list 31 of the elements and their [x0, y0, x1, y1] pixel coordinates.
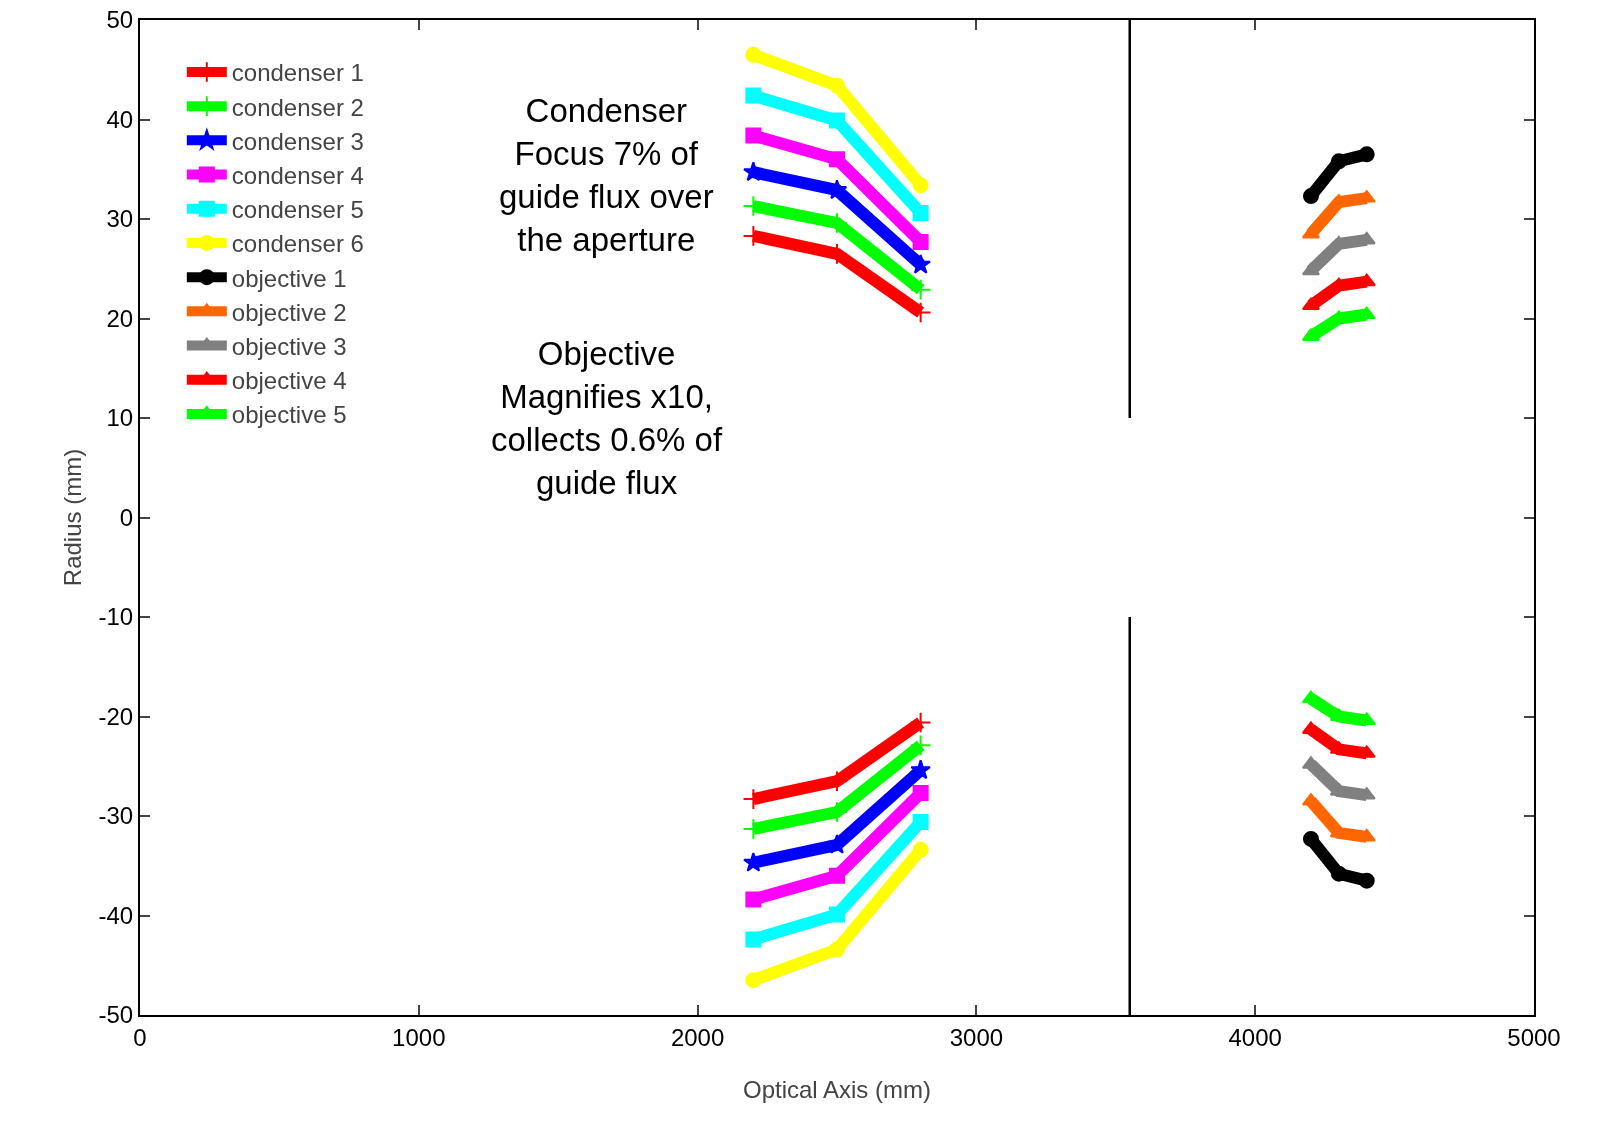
legend-label: objective 2 — [231, 298, 347, 326]
x-tick-label: 1000 — [392, 1023, 446, 1051]
y-tick-label: -50 — [98, 1001, 134, 1029]
y-axis-title: Radius (mm) — [59, 448, 86, 587]
legend-label: condenser 6 — [231, 230, 364, 258]
annotation: Objective Magnifies x10, collects 0.6% of guide flux — [491, 335, 723, 501]
y-tick-label: 50 — [106, 6, 134, 34]
legend-label: objective 3 — [231, 332, 347, 360]
legend-label: objective 1 — [231, 264, 347, 292]
y-tick-label: -30 — [98, 802, 134, 830]
x-tick-label: 2000 — [670, 1023, 725, 1051]
y-tick-label: 30 — [106, 205, 134, 233]
y-tick-label: 20 — [106, 304, 134, 332]
legend-label: condenser 5 — [231, 196, 364, 224]
x-tick-label: 3000 — [949, 1023, 1004, 1051]
legend-label: condenser 1 — [231, 59, 364, 87]
y-tick-label: -20 — [98, 702, 134, 730]
y-tick-label: 10 — [106, 404, 134, 432]
annotation: Condenser Focus 7% of guide flux over the aperture — [499, 92, 714, 258]
legend-label: condenser 4 — [231, 161, 364, 189]
y-tick-label: 0 — [119, 503, 134, 531]
legend-label: objective 4 — [231, 367, 347, 395]
x-tick-label: 4000 — [1228, 1023, 1282, 1051]
legend-label: condenser 3 — [231, 127, 364, 155]
y-tick-label: -40 — [98, 901, 134, 929]
y-tick-label: -10 — [98, 603, 134, 631]
legend-label: condenser 2 — [231, 93, 364, 121]
y-tick-label: 40 — [106, 105, 134, 133]
x-axis-title: Optical Axis (mm) — [742, 1076, 932, 1103]
x-tick-label: 5000 — [1507, 1023, 1561, 1051]
legend-label: objective 5 — [231, 401, 347, 429]
